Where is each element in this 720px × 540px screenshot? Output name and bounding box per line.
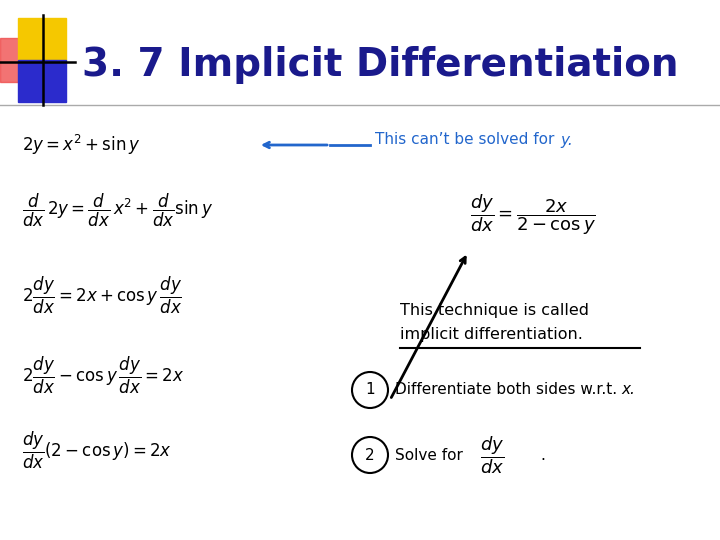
- Text: 1: 1: [365, 382, 375, 397]
- Text: $\dfrac{d}{dx}\,2y = \dfrac{d}{dx}\,x^2 + \dfrac{d}{dx}\sin y$: $\dfrac{d}{dx}\,2y = \dfrac{d}{dx}\,x^2 …: [22, 191, 213, 228]
- Bar: [18, 60, 66, 102]
- Text: .: .: [540, 448, 545, 462]
- Text: This technique is called: This technique is called: [400, 302, 589, 318]
- Text: 3. 7 Implicit Differentiation: 3. 7 Implicit Differentiation: [82, 46, 678, 84]
- Text: $2\dfrac{dy}{dx} = 2x + \cos y\,\dfrac{dy}{dx}$: $2\dfrac{dy}{dx} = 2x + \cos y\,\dfrac{d…: [22, 274, 182, 315]
- Text: $2\dfrac{dy}{dx} - \cos y\,\dfrac{dy}{dx} = 2x$: $2\dfrac{dy}{dx} - \cos y\,\dfrac{dy}{dx…: [22, 354, 184, 396]
- Bar: [0, 38, 32, 82]
- Bar: [18, 18, 66, 60]
- Text: x.: x.: [621, 382, 635, 397]
- Text: implicit differentiation.: implicit differentiation.: [400, 327, 583, 342]
- Text: $\dfrac{dy}{dx}\left(2 - \cos y\right) = 2x$: $\dfrac{dy}{dx}\left(2 - \cos y\right) =…: [22, 429, 172, 470]
- Text: $\dfrac{dy}{dx} = \dfrac{2x}{2 - \cos y}$: $\dfrac{dy}{dx} = \dfrac{2x}{2 - \cos y}…: [470, 193, 596, 237]
- Text: $\dfrac{dy}{dx}$: $\dfrac{dy}{dx}$: [480, 434, 504, 476]
- Text: 2: 2: [365, 448, 375, 462]
- Text: This can’t be solved for: This can’t be solved for: [375, 132, 559, 147]
- Text: y.: y.: [560, 132, 572, 147]
- Text: Solve for: Solve for: [395, 448, 472, 462]
- Text: Differentiate both sides w.r.t.: Differentiate both sides w.r.t.: [395, 382, 622, 397]
- Text: $2y = x^2 + \sin y$: $2y = x^2 + \sin y$: [22, 133, 140, 157]
